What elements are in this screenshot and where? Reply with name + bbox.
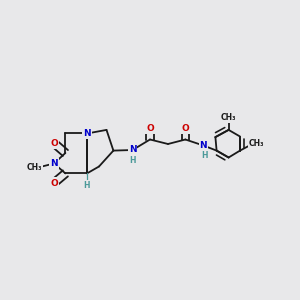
Text: N: N xyxy=(200,141,207,150)
Text: N: N xyxy=(129,146,136,154)
Text: CH₃: CH₃ xyxy=(221,113,236,122)
Text: O: O xyxy=(50,139,58,148)
Text: N: N xyxy=(50,159,58,168)
Text: N: N xyxy=(83,129,91,138)
Text: O: O xyxy=(50,178,58,188)
Text: H: H xyxy=(129,156,136,165)
Text: CH₃: CH₃ xyxy=(27,164,42,172)
Text: H: H xyxy=(201,152,207,160)
Text: CH₃: CH₃ xyxy=(249,139,264,148)
Text: O: O xyxy=(146,124,154,133)
Text: O: O xyxy=(182,124,189,133)
Text: H: H xyxy=(84,181,90,190)
